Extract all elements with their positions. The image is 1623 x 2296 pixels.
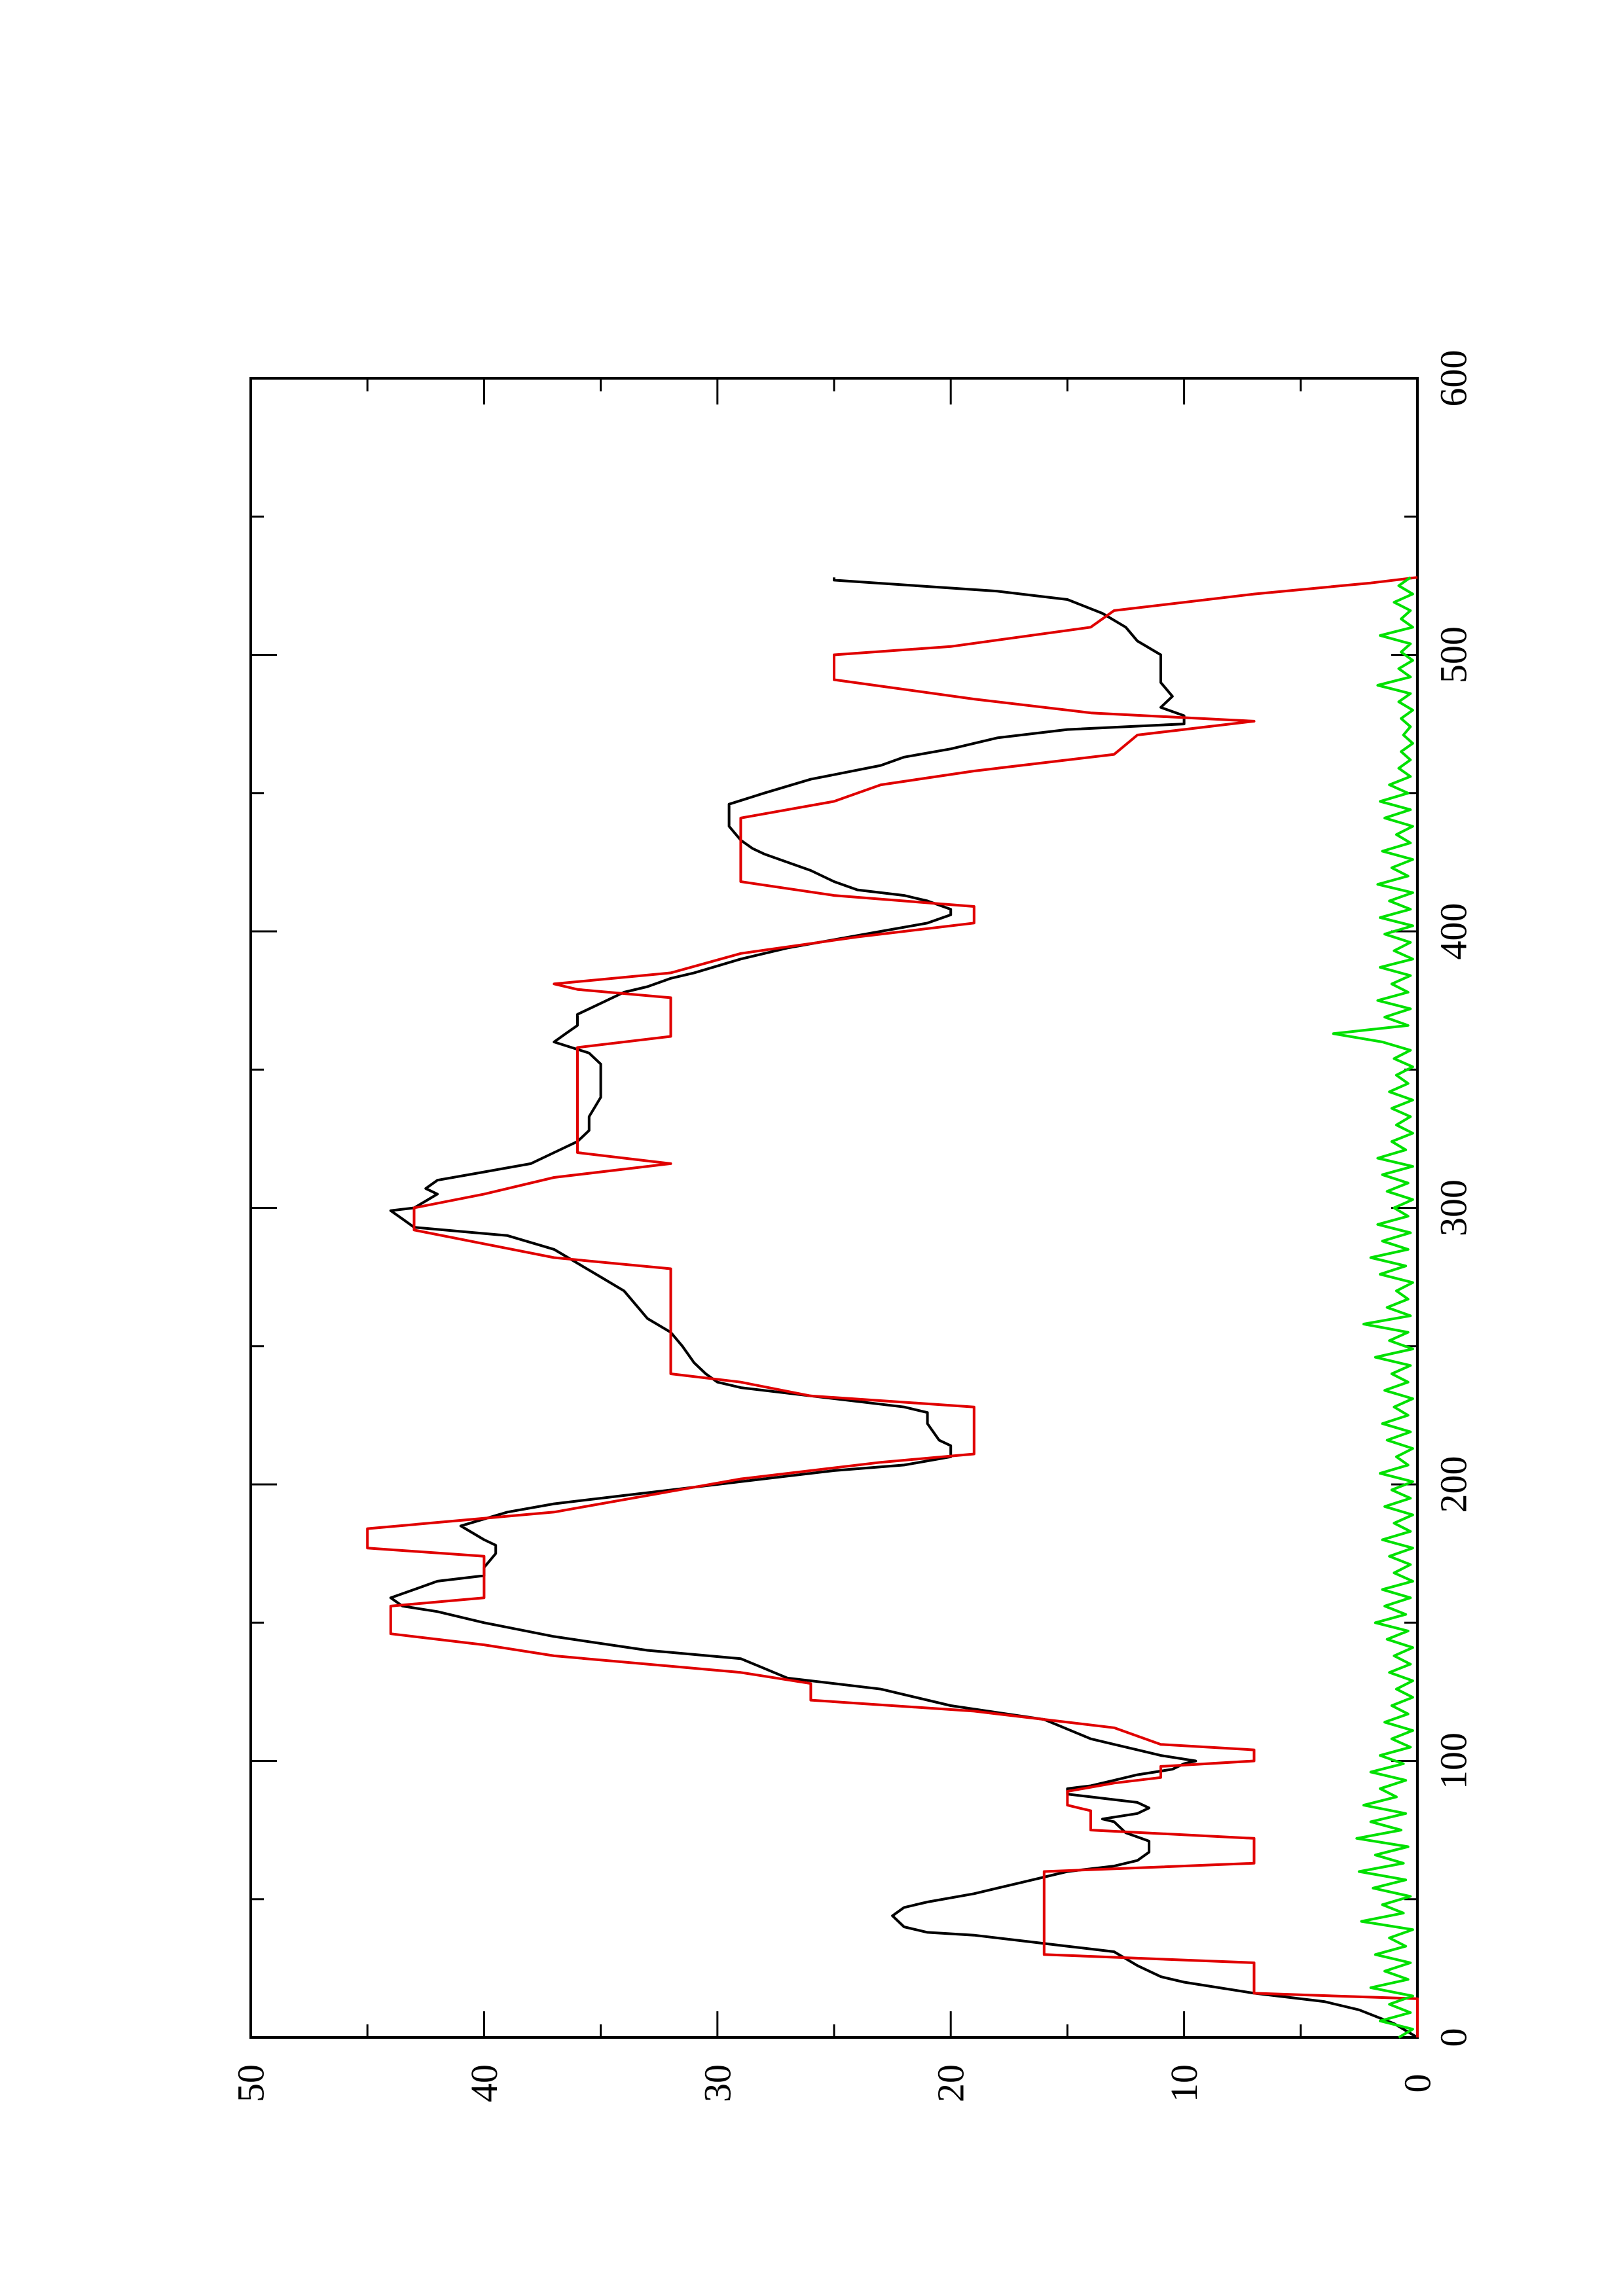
x-tick-label: 600 [1432, 350, 1475, 407]
x-tick-label: 300 [1432, 1179, 1475, 1236]
x-tick-label: 200 [1432, 1456, 1475, 1513]
x-tick-label: 0 [1432, 2028, 1475, 2047]
x-tick-label: 500 [1432, 626, 1475, 683]
y-tick-label: 30 [696, 2064, 739, 2102]
y-tick-label: 50 [230, 2064, 272, 2102]
series-red-line [366, 576, 1419, 2037]
plot-frame [249, 377, 1419, 2039]
y-tick-label: 40 [463, 2064, 505, 2102]
series-green-line [1332, 576, 1414, 2039]
series-group [366, 576, 1419, 2039]
series-black-line [389, 577, 1419, 2039]
x-tick-label: 100 [1432, 1732, 1475, 1789]
x-tick-label: 400 [1432, 903, 1475, 960]
axis-tick-labels: 0 100 200 300 400 500 600 0 10 20 30 40 50 [230, 350, 1475, 2103]
y-tick-label: 10 [1163, 2064, 1205, 2102]
y-tick-label: 0 [1396, 2074, 1439, 2093]
y-tick-label: 20 [930, 2064, 972, 2102]
axis-ticks [249, 377, 1419, 2039]
